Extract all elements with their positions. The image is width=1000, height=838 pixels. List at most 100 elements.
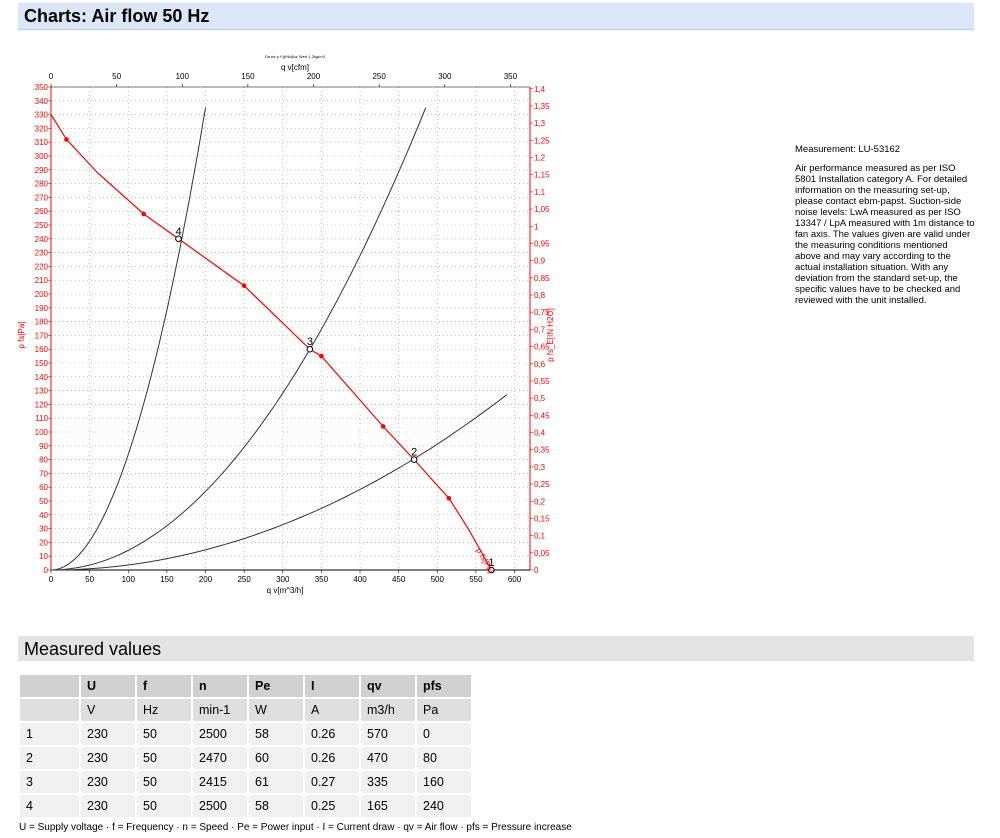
table-cell: 160 <box>417 771 471 795</box>
table-header-cell: qv <box>361 675 415 699</box>
x-tick-label: 200 <box>199 575 213 584</box>
y-right-tick-label: 1,4 <box>534 85 546 94</box>
table-cell: 1 <box>20 723 79 747</box>
table-cell: 2500 <box>193 723 247 747</box>
system-curve <box>50 107 427 571</box>
table-unit-cell: V <box>81 699 135 723</box>
x-axis-top-label: q v[cfm] <box>281 63 309 72</box>
measured-values-table: U f n Pe I qv pfs V Hz min-1 W A m3/h Pa… <box>18 675 473 819</box>
y-right-tick-label: 0,45 <box>534 411 550 420</box>
x-tick-label: 50 <box>85 575 94 584</box>
y-right-tick-label: 1 <box>534 222 539 231</box>
y-tick-label: 30 <box>39 525 48 534</box>
y-tick-label: 350 <box>35 83 49 92</box>
table-cell: 0 <box>417 723 471 747</box>
table-cell: 50 <box>137 747 191 771</box>
y-tick-label: 290 <box>35 166 49 175</box>
measured-values-bar: Measured values <box>18 636 974 661</box>
y-tick-label: 160 <box>35 345 49 354</box>
x-top-tick-label: 250 <box>372 72 386 81</box>
table-unit-cell: min-1 <box>193 699 247 723</box>
x-top-tick-label: 350 <box>504 72 518 81</box>
fan-performance-chart: Druck p f @Ni@or Wert 1.2kg/m3 q v[cfm] … <box>17 54 555 595</box>
y-right-tick-label: 0,35 <box>534 446 550 455</box>
table-header-cell <box>20 675 79 699</box>
y-tick-label: 260 <box>35 207 49 216</box>
y-right-tick-label: 0,55 <box>534 377 550 386</box>
table-cell: 240 <box>417 795 471 819</box>
y-tick-label: 200 <box>35 290 49 299</box>
table-header-cell: U <box>81 675 135 699</box>
y-right-tick-label: 0,5 <box>534 394 546 403</box>
y-right-tick-label: 0,15 <box>534 514 550 523</box>
table-unit-cell: Pa <box>417 699 471 723</box>
table-header-cell: Pe <box>249 675 303 699</box>
table-row: 3 230 50 2415 61 0.27 335 160 <box>20 771 471 795</box>
operating-points: 1 2 3 4 <box>175 226 495 574</box>
axes <box>48 84 533 573</box>
table-cell: 80 <box>417 747 471 771</box>
x-tick-label: 150 <box>160 575 174 584</box>
y-right-tick-label: 0,1 <box>534 532 546 541</box>
table-cell: 470 <box>361 747 415 771</box>
x-top-tick-label: 50 <box>112 72 121 81</box>
y-right-tick-label: 0,25 <box>534 480 550 489</box>
operating-point-label: 1 <box>488 557 494 569</box>
x-top-tick-label: 200 <box>307 72 321 81</box>
y-tick-label: 270 <box>35 193 49 202</box>
table-cell: 61 <box>249 771 303 795</box>
y-tick-label: 340 <box>35 97 49 106</box>
y-tick-label: 220 <box>35 262 49 271</box>
table-unit-cell: m3/h <box>361 699 415 723</box>
table-header-row: U f n Pe I qv pfs <box>20 675 471 699</box>
y-tick-label: 240 <box>35 235 49 244</box>
x-tick-label: 550 <box>469 575 483 584</box>
y-tick-label: 50 <box>39 497 48 506</box>
y-right-tick-label: 0,7 <box>534 325 546 334</box>
y-tick-label: 190 <box>35 304 49 313</box>
table-cell: 58 <box>249 723 303 747</box>
measured-values-title: Measured values <box>24 639 162 659</box>
x-tick-label: 600 <box>508 575 522 584</box>
fan-curve-line <box>50 114 492 571</box>
table-cell: 0.26 <box>305 747 359 771</box>
y-tick-label: 110 <box>35 414 48 423</box>
measurement-description: Measurement: LU-53162 Air performance me… <box>795 144 975 314</box>
y-tick-label: 140 <box>35 373 49 382</box>
fan-curve-marker <box>241 283 247 289</box>
y-right-tick-label: 1,05 <box>534 205 550 214</box>
y-tick-label: 210 <box>35 276 49 285</box>
y-tick-label: 150 <box>35 359 49 368</box>
x-tick-label: 500 <box>431 575 445 584</box>
fan-curve-marker <box>446 495 452 501</box>
fan-curve <box>50 114 492 571</box>
grid <box>51 86 530 570</box>
measurement-text: Air performance measured as per ISO 5801… <box>795 163 975 306</box>
table-unit-cell: W <box>249 699 303 723</box>
table-cell: 60 <box>249 747 303 771</box>
table-unit-cell: Hz <box>137 699 191 723</box>
y-tick-label: 80 <box>39 456 48 465</box>
table-header-cell: f <box>137 675 191 699</box>
operating-point-marker <box>488 566 495 574</box>
y-tick-label: 130 <box>35 387 49 396</box>
y-tick-label: 320 <box>35 124 49 133</box>
table-cell: 58 <box>249 795 303 819</box>
y-tick-label: 20 <box>39 538 48 547</box>
system-curve <box>50 107 206 571</box>
x-tick-label: 0 <box>49 575 54 584</box>
table-cell: 2500 <box>193 795 247 819</box>
page-title: Charts: Air flow 50 Hz <box>24 6 210 26</box>
table-cell: 50 <box>137 771 191 795</box>
table-header-cell: n <box>193 675 247 699</box>
operating-point-marker <box>306 345 314 353</box>
tick-labels: 0102030405060708090100110120130140150160… <box>35 72 550 584</box>
table-cell: 50 <box>137 795 191 819</box>
y-right-tick-label: 0,2 <box>534 497 546 506</box>
x-tick-label: 250 <box>237 575 251 584</box>
y-tick-label: 70 <box>39 469 48 478</box>
table-unit-cell <box>20 699 79 723</box>
y-right-tick-label: 0,6 <box>534 360 546 369</box>
table-units-row: V Hz min-1 W A m3/h Pa <box>20 699 471 723</box>
y-tick-label: 120 <box>35 400 49 409</box>
